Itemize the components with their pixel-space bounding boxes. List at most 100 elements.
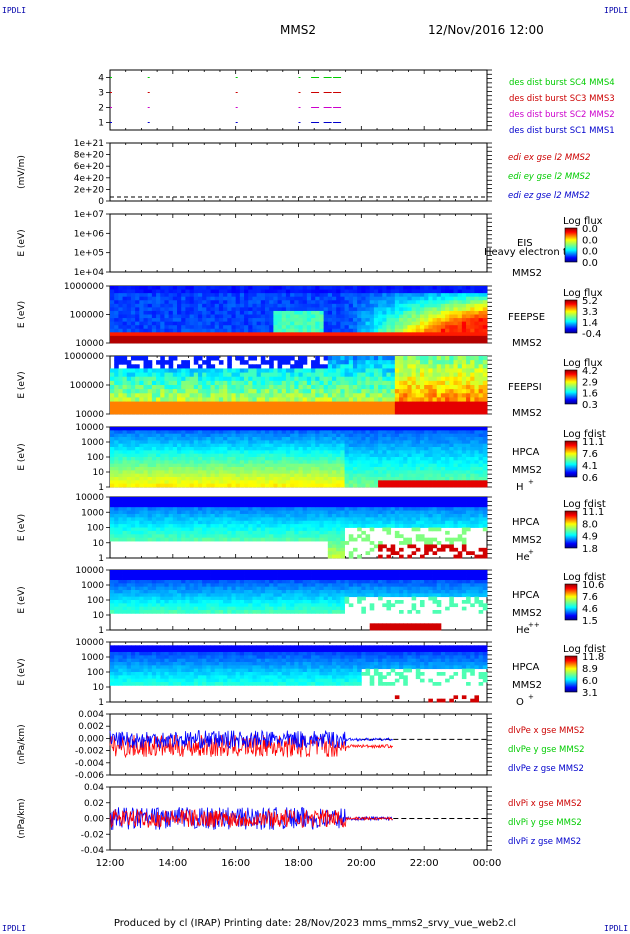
spectrogram-cell <box>239 321 245 326</box>
spectrogram-cell <box>181 318 186 323</box>
spectrogram-cell <box>239 314 245 319</box>
spectrogram-cell <box>114 286 119 290</box>
spectrogram-cell <box>160 483 165 488</box>
spectrogram-cell <box>348 433 354 438</box>
spectrogram-cell <box>428 437 433 441</box>
spectrogram-cell <box>122 335 128 340</box>
spectrogram-cell <box>386 318 392 323</box>
spectrogram-cell <box>470 440 475 445</box>
spectrogram-cell <box>378 393 383 398</box>
spectrogram-cell <box>252 405 258 411</box>
spectrogram-cell <box>281 450 287 455</box>
spectrogram-cell <box>428 430 433 435</box>
spectrogram-cell <box>344 380 350 386</box>
spectrogram-cell <box>227 321 232 326</box>
colorbar-title: Log flux <box>563 216 603 227</box>
spectrogram-cell <box>202 397 207 402</box>
spectrogram-cell <box>202 480 207 485</box>
spectrogram-cell <box>478 397 484 402</box>
spectrogram-cell <box>281 335 287 340</box>
spectrogram-cell <box>457 364 463 369</box>
spectrogram-cell <box>168 467 174 471</box>
spectrogram-cell <box>336 401 341 407</box>
spectrogram-cell <box>311 470 316 475</box>
spectrogram-cell <box>285 405 291 411</box>
spectrogram-cell <box>403 427 408 431</box>
spectrogram-cell <box>311 457 316 461</box>
spectrogram-cell <box>419 405 425 411</box>
spectrogram-cell <box>411 376 417 382</box>
spectrogram-cell <box>252 433 258 438</box>
spectrogram-cell <box>290 480 295 485</box>
spectrogram-cell <box>181 364 186 369</box>
spectrogram-cell <box>428 457 433 461</box>
spectrogram-cell <box>269 307 274 312</box>
spectrogram-cell <box>139 325 144 330</box>
spectrogram-cell <box>424 463 429 468</box>
spectrogram-cell <box>344 405 350 411</box>
spectrogram-cell <box>168 385 174 390</box>
spectrogram-cell <box>189 450 195 455</box>
spectrogram-cell <box>461 325 467 330</box>
spectrogram-cell <box>306 453 312 458</box>
spectrogram-cell <box>252 310 258 315</box>
spectrogram-cell <box>424 328 429 333</box>
spectrogram-cell <box>269 453 274 458</box>
spectrogram-cell <box>269 389 274 394</box>
spectrogram-cell <box>256 307 262 312</box>
spectrogram-cell <box>382 393 387 398</box>
spectrogram-cell <box>151 443 157 448</box>
spectrogram-cell <box>390 470 396 475</box>
spectrogram-cell <box>177 293 182 298</box>
spectrogram-cell <box>202 307 207 312</box>
spectrogram-cell <box>298 293 304 298</box>
spectrogram-cell <box>269 450 274 455</box>
spectrogram-cell <box>244 450 249 455</box>
spectrogram-cell <box>466 376 471 382</box>
spectrogram-cell <box>210 310 216 315</box>
spectrogram-cell <box>294 470 299 475</box>
spectrogram-cell <box>269 443 274 448</box>
spectrogram-cell <box>260 393 266 398</box>
spectrogram-cell <box>365 460 371 465</box>
spectrogram-cell <box>411 356 417 361</box>
spectrogram-cell <box>336 339 341 344</box>
spectrogram-cell <box>135 307 140 312</box>
spectrogram-cell <box>436 477 442 481</box>
spectrogram-cell <box>453 427 459 431</box>
spectrogram-cell <box>361 339 366 344</box>
spectrogram-cell <box>206 310 211 315</box>
spectrogram-cell <box>298 467 304 471</box>
spectrogram-cell <box>382 300 387 305</box>
spectrogram-cell <box>193 463 199 468</box>
spectrogram-cell <box>214 314 220 319</box>
spectrogram-cell <box>197 380 203 386</box>
spectrogram-cell <box>130 473 136 478</box>
spectrogram-cell <box>340 360 345 365</box>
spectrogram-cell <box>218 376 224 382</box>
spectrogram-cell <box>164 427 170 431</box>
spectrogram-cell <box>419 409 425 415</box>
spectrogram-cell <box>478 318 484 323</box>
spectrogram-cell <box>248 372 253 378</box>
spectrogram-cell <box>164 457 170 461</box>
colorbar <box>564 369 578 405</box>
spectrogram-cell <box>348 286 354 290</box>
spectrogram-cell <box>147 405 153 411</box>
spectrogram-cell <box>227 447 232 451</box>
spectrogram-cell <box>126 457 132 461</box>
spectrogram-cell <box>428 473 433 478</box>
spectrogram-cell <box>181 389 186 394</box>
spectrogram-cell <box>110 497 115 501</box>
spectrogram-cell <box>281 368 287 373</box>
spectrogram-cell <box>114 530 119 535</box>
spectrogram-cell <box>206 368 211 373</box>
spectrogram-cell <box>151 450 157 455</box>
spectrogram-cell <box>218 430 224 435</box>
legend-entry: des dist burst SC3 MMS3 <box>509 94 615 104</box>
spectrogram-cell <box>415 447 421 451</box>
spectrogram-cell <box>369 364 375 369</box>
spectrogram-cell <box>264 450 270 455</box>
spectrogram-cell <box>415 289 421 294</box>
spectrogram-cell <box>294 447 299 451</box>
